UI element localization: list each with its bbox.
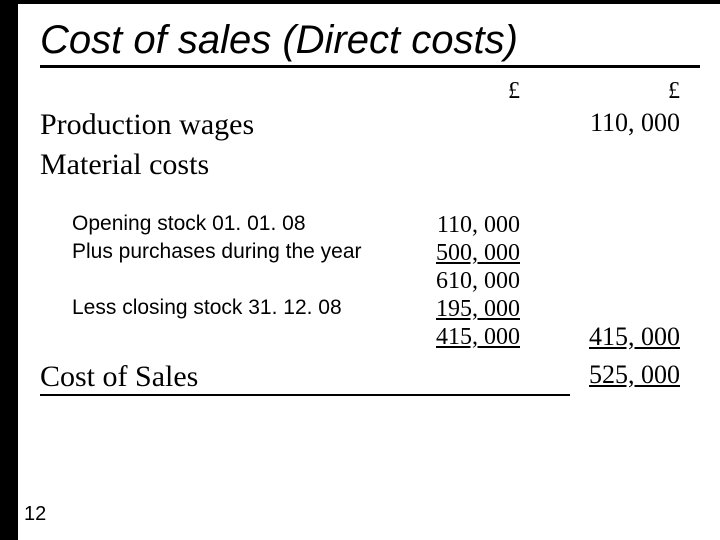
- less-closing-label: Less closing stock 31. 12. 08: [72, 296, 342, 320]
- top-edge: [0, 0, 720, 4]
- column-header-row: £ £: [40, 78, 700, 108]
- material-costs-breakdown: Opening stock 01. 01. 08 110, 000 Plus p…: [72, 212, 700, 352]
- opening-stock-value: 110, 000: [390, 212, 520, 239]
- production-wages-label: Production wages: [40, 108, 254, 142]
- less-closing-value: 195, 000: [390, 296, 520, 323]
- row-less-closing: Less closing stock 31. 12. 08 195, 000: [72, 296, 700, 324]
- left-strip: [0, 0, 18, 540]
- row-subtotal: 610, 000: [72, 268, 700, 296]
- net-material-value-col2: 415, 000: [550, 322, 680, 352]
- row-net-material: 415, 000 415, 000: [72, 324, 700, 352]
- page-number: 12: [24, 503, 46, 526]
- material-costs-label: Material costs: [40, 148, 209, 182]
- slide: Cost of sales (Direct costs) £ £ Product…: [0, 0, 720, 540]
- cost-of-sales-underline: [40, 394, 570, 396]
- slide-content: Cost of sales (Direct costs) £ £ Product…: [40, 18, 700, 400]
- row-opening-stock: Opening stock 01. 01. 08 110, 000: [72, 212, 700, 240]
- cost-of-sales-label: Cost of Sales: [40, 360, 198, 394]
- column-header-2: £: [620, 78, 680, 105]
- opening-stock-label: Opening stock 01. 01. 08: [72, 212, 306, 236]
- production-wages-value: 110, 000: [550, 108, 680, 138]
- column-header-1: £: [460, 78, 520, 105]
- subtotal-value: 610, 000: [390, 268, 520, 295]
- row-plus-purchases: Plus purchases during the year 500, 000: [72, 240, 700, 268]
- cost-of-sales-value: 525, 000: [550, 360, 680, 390]
- row-production-wages: Production wages 110, 000: [40, 108, 700, 148]
- net-material-value-col1: 415, 000: [390, 324, 520, 351]
- row-cost-of-sales: Cost of Sales 525, 000: [40, 360, 700, 400]
- slide-title: Cost of sales (Direct costs): [40, 18, 700, 68]
- plus-purchases-value: 500, 000: [390, 240, 520, 267]
- row-material-costs: Material costs: [40, 148, 700, 184]
- plus-purchases-label: Plus purchases during the year: [72, 240, 362, 264]
